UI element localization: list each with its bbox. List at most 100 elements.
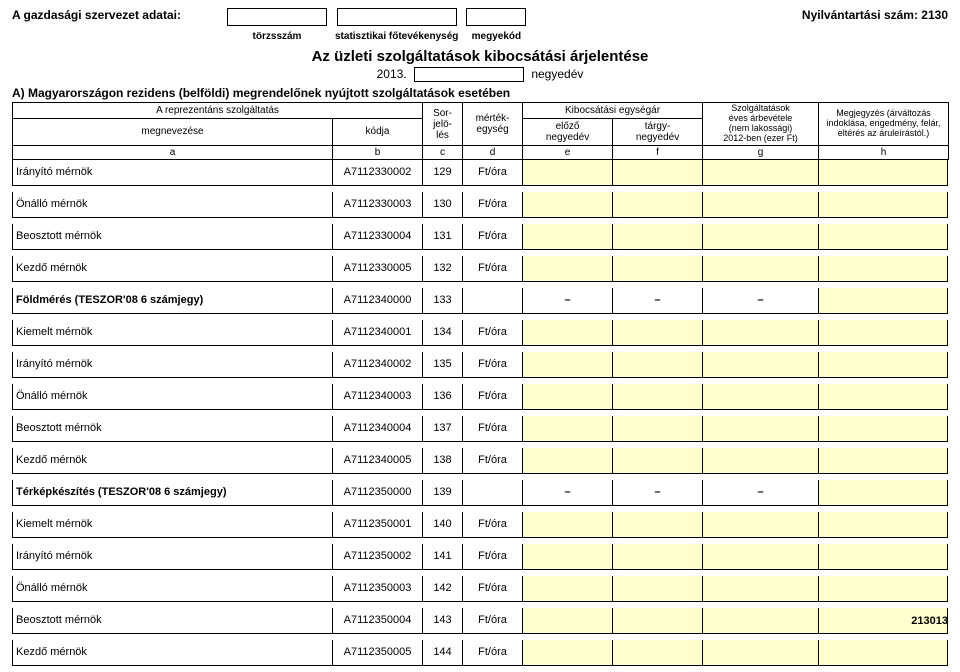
cell-code: A7112340002 (332, 352, 422, 378)
quarter-suffix: negyedév (531, 67, 583, 81)
cell-name: Kezdő mérnök (12, 256, 332, 282)
table-row: Irányító mérnökA7112340002135Ft/óra (12, 352, 948, 378)
cell-seq: 132 (422, 256, 462, 282)
cell-prev-input[interactable] (522, 352, 612, 378)
cell-prev-input[interactable] (522, 320, 612, 346)
cell-note-input[interactable] (818, 384, 948, 410)
table-row: Beosztott mérnökA7112350004143Ft/óra (12, 608, 948, 634)
cell-note-input[interactable] (818, 640, 948, 666)
cell-rev-input[interactable] (702, 608, 818, 634)
cell-note-input[interactable] (818, 512, 948, 538)
th-letter: f (613, 145, 703, 159)
id-box-label: statisztikai főtevékenység (335, 31, 458, 42)
cell-unit: Ft/óra (462, 224, 522, 250)
table-row: Irányító mérnökA7112330002129Ft/óra (12, 160, 948, 186)
cell-unit: Ft/óra (462, 512, 522, 538)
cell-rev-input[interactable] (702, 224, 818, 250)
cell-code: A7112350001 (332, 512, 422, 538)
cell-seq: 142 (422, 576, 462, 602)
cell-unit: Ft/óra (462, 608, 522, 634)
cell-curr-input[interactable] (612, 352, 702, 378)
cell-prev-input[interactable] (522, 576, 612, 602)
cell-prev-input[interactable] (522, 416, 612, 442)
cell-unit: Ft/óra (462, 192, 522, 218)
cell-prev-input[interactable] (522, 256, 612, 282)
cell-seq: 134 (422, 320, 462, 346)
id-box[interactable] (337, 8, 457, 26)
cell-rev-input[interactable] (702, 352, 818, 378)
cell-seq: 130 (422, 192, 462, 218)
cell-prev-input[interactable] (522, 544, 612, 570)
cell-rev-input[interactable] (702, 576, 818, 602)
cell-prev-input[interactable] (522, 448, 612, 474)
cell-rev-input[interactable] (702, 256, 818, 282)
cell-prev-input[interactable] (522, 640, 612, 666)
cell-rev-input[interactable] (702, 384, 818, 410)
cell-rev-input[interactable] (702, 512, 818, 538)
cell-prev-input[interactable] (522, 384, 612, 410)
id-box-label: megyekód (466, 31, 526, 42)
cell-rev-input[interactable] (702, 416, 818, 442)
cell-rev-input[interactable] (702, 160, 818, 186)
id-boxes: törzsszámstatisztikai főtevékenységmegye… (227, 8, 526, 42)
th-letter: a (13, 145, 333, 159)
cell-curr-input[interactable] (612, 416, 702, 442)
cell-curr-input[interactable] (612, 448, 702, 474)
cell-name: Térképkészítés (TESZOR'08 6 számjegy) (12, 480, 332, 506)
cell-curr-input[interactable] (612, 640, 702, 666)
cell-prev: – (522, 288, 612, 314)
cell-code: A7112330002 (332, 160, 422, 186)
cell-curr-input[interactable] (612, 160, 702, 186)
cell-note-input[interactable] (818, 160, 948, 186)
section-heading: A) Magyarországon rezidens (belföldi) me… (12, 86, 948, 100)
cell-prev-input[interactable] (522, 160, 612, 186)
cell-seq: 139 (422, 480, 462, 506)
cell-rev-input[interactable] (702, 544, 818, 570)
cell-prev-input[interactable] (522, 224, 612, 250)
cell-curr: – (612, 288, 702, 314)
cell-rev-input[interactable] (702, 192, 818, 218)
cell-note-input[interactable] (818, 224, 948, 250)
cell-curr-input[interactable] (612, 608, 702, 634)
cell-name: Kiemelt mérnök (12, 512, 332, 538)
cell-curr-input[interactable] (612, 320, 702, 346)
cell-curr-input[interactable] (612, 384, 702, 410)
table-row: Irányító mérnökA7112350002141Ft/óra (12, 544, 948, 570)
cell-prev-input[interactable] (522, 608, 612, 634)
cell-prev-input[interactable] (522, 192, 612, 218)
cell-rev-input[interactable] (702, 640, 818, 666)
cell-curr-input[interactable] (612, 512, 702, 538)
cell-note-input[interactable] (818, 416, 948, 442)
cell-prev-input[interactable] (522, 512, 612, 538)
id-box[interactable] (466, 8, 526, 26)
cell-code: A7112330005 (332, 256, 422, 282)
table-row: Térképkészítés (TESZOR'08 6 számjegy)A71… (12, 480, 948, 506)
cell-unit: Ft/óra (462, 416, 522, 442)
cell-note-input[interactable] (818, 544, 948, 570)
cell-rev-input[interactable] (702, 448, 818, 474)
cell-rev-input[interactable] (702, 320, 818, 346)
cell-curr-input[interactable] (612, 224, 702, 250)
cell-note-input[interactable] (818, 320, 948, 346)
cell-curr-input[interactable] (612, 544, 702, 570)
cell-note-input[interactable] (818, 576, 948, 602)
cell-prev: – (522, 480, 612, 506)
cell-note-input[interactable] (818, 192, 948, 218)
th-letter: g (703, 145, 819, 159)
cell-curr-input[interactable] (612, 256, 702, 282)
cell-name: Beosztott mérnök (12, 224, 332, 250)
cell-note[interactable] (818, 480, 948, 506)
quarter-input[interactable] (414, 67, 524, 82)
cell-curr-input[interactable] (612, 576, 702, 602)
cell-note-input[interactable] (818, 352, 948, 378)
table-row: Önálló mérnökA7112350003142Ft/óra (12, 576, 948, 602)
cell-curr-input[interactable] (612, 192, 702, 218)
id-box[interactable] (227, 8, 327, 26)
header-table: A reprezentáns szolgáltatás Sor- jelö- l… (12, 102, 949, 160)
cell-note-input[interactable] (818, 256, 948, 282)
cell-rev: – (702, 480, 818, 506)
cell-unit (462, 288, 522, 314)
cell-note[interactable] (818, 288, 948, 314)
cell-note-input[interactable] (818, 448, 948, 474)
cell-code: A7112340004 (332, 416, 422, 442)
